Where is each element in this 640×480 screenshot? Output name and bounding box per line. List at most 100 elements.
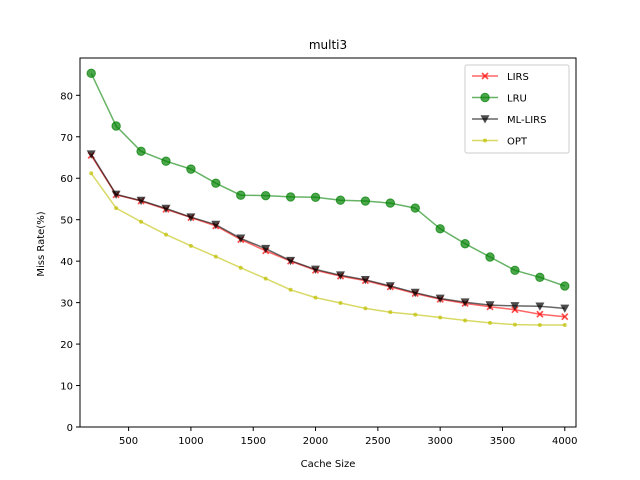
- chart-title: multi3: [309, 38, 347, 52]
- plot-area: [86, 68, 570, 328]
- data-point-opt: [438, 315, 443, 320]
- data-point-lru: [86, 68, 96, 79]
- data-point-opt: [288, 287, 293, 292]
- data-point-lru: [410, 203, 420, 213]
- data-point-opt: [89, 171, 94, 176]
- data-point-lru: [260, 190, 271, 201]
- data-point-opt: [114, 206, 119, 211]
- x-axis-ticks: 500 1000 1500 2000 2500 3000 3500 4000: [119, 427, 578, 447]
- data-point-ml-lirs: [435, 294, 445, 303]
- legend-box: [464, 64, 570, 154]
- data-point-opt: [188, 243, 193, 248]
- legend-entry-opt: OPT: [472, 137, 528, 148]
- legend-marker-lirs: [481, 72, 489, 80]
- data-point-lru: [211, 178, 221, 188]
- series-line-opt: [90, 172, 565, 326]
- x-tick-label: 2000: [303, 436, 328, 447]
- y-axis-label: Miss Rate(%): [36, 211, 47, 276]
- series-opt: [89, 171, 567, 328]
- data-point-opt: [413, 312, 418, 317]
- y-tick-label: 30: [60, 299, 73, 310]
- data-point-ml-lirs: [236, 234, 246, 243]
- data-point-lru: [435, 224, 445, 234]
- data-point-opt: [512, 322, 517, 327]
- legend-marker-opt: [483, 138, 487, 143]
- data-point-lru: [161, 156, 171, 166]
- data-point-ml-lirs: [336, 271, 345, 280]
- data-point-ml-lirs: [286, 256, 296, 266]
- data-point-ml-lirs: [535, 302, 545, 311]
- y-tick-label: 70: [60, 133, 73, 144]
- data-point-ml-lirs: [186, 213, 196, 222]
- data-point-lirs: [536, 310, 544, 318]
- data-point-lru: [136, 146, 146, 156]
- y-axis-ticks: 0 10 20 30 40 50 60 70 80: [60, 91, 80, 434]
- data-point-opt: [488, 320, 493, 325]
- data-point-ml-lirs: [410, 288, 420, 298]
- y-tick-label: 40: [60, 257, 73, 268]
- data-point-ml-lirs: [510, 302, 520, 311]
- data-point-ml-lirs: [211, 220, 221, 230]
- y-tick-label: 50: [60, 216, 73, 227]
- data-point-opt: [388, 310, 393, 315]
- data-point-lru: [285, 192, 296, 202]
- legend-marker-ml-lirs: [480, 115, 490, 124]
- x-tick-label: 2500: [365, 436, 390, 447]
- x-axis-label: Cache Size: [301, 459, 356, 470]
- x-tick-label: 3000: [427, 436, 452, 447]
- data-point-ml-lirs: [560, 304, 570, 313]
- legend-entry-ml-lirs: ML-LIRS: [472, 115, 546, 126]
- data-point-opt: [338, 301, 343, 306]
- legend-label-lru: LRU: [507, 94, 527, 105]
- x-tick-label: 1000: [178, 436, 203, 447]
- legend-entry-lirs: LIRS: [472, 72, 529, 83]
- y-tick-label: 10: [60, 382, 73, 393]
- legend-marker-lru: [480, 92, 490, 103]
- y-tick-label: 60: [60, 174, 73, 185]
- plot-frame: [79, 57, 577, 428]
- data-point-ml-lirs: [460, 298, 470, 307]
- data-point-lru: [510, 265, 520, 275]
- x-tick-label: 3500: [490, 436, 515, 447]
- data-point-opt: [139, 219, 144, 224]
- y-tick-label: 20: [60, 340, 73, 351]
- data-point-lru: [335, 195, 346, 205]
- data-point-opt: [562, 323, 567, 328]
- data-point-lru: [236, 190, 246, 200]
- data-point-opt: [263, 276, 268, 281]
- data-point-lru: [485, 252, 495, 262]
- data-point-opt: [238, 265, 243, 270]
- data-point-ml-lirs: [136, 196, 146, 206]
- data-point-lru: [460, 239, 470, 249]
- legend-label-opt: OPT: [507, 137, 528, 148]
- data-point-ml-lirs: [161, 204, 171, 213]
- series-lru: [86, 68, 570, 291]
- series-line-ml-lirs: [90, 153, 565, 310]
- data-point-ml-lirs: [111, 190, 121, 199]
- legend-entry-lru: LRU: [472, 92, 527, 105]
- data-point-lru: [186, 164, 196, 174]
- y-tick-label: 80: [60, 91, 73, 102]
- data-point-lru: [111, 121, 121, 131]
- data-point-lirs: [561, 313, 569, 321]
- data-point-lru: [310, 192, 321, 203]
- data-point-ml-lirs: [485, 301, 495, 310]
- x-tick-label: 4000: [552, 436, 577, 447]
- data-point-opt: [537, 323, 542, 328]
- data-point-lru: [360, 196, 371, 206]
- data-point-ml-lirs: [86, 150, 96, 159]
- legend-label-lirs: LIRS: [507, 72, 529, 83]
- data-point-ml-lirs: [311, 265, 320, 274]
- series-ml-lirs: [86, 150, 570, 313]
- data-point-opt: [213, 254, 218, 259]
- data-point-lru: [385, 198, 396, 208]
- y-tick-label: 0: [67, 423, 73, 434]
- legend-label-ml-lirs: ML-LIRS: [507, 115, 546, 126]
- data-point-opt: [463, 318, 468, 323]
- data-point-ml-lirs: [385, 282, 395, 291]
- data-point-opt: [313, 295, 318, 300]
- data-point-opt: [163, 232, 168, 237]
- data-point-opt: [363, 306, 368, 311]
- data-point-lru: [535, 272, 545, 283]
